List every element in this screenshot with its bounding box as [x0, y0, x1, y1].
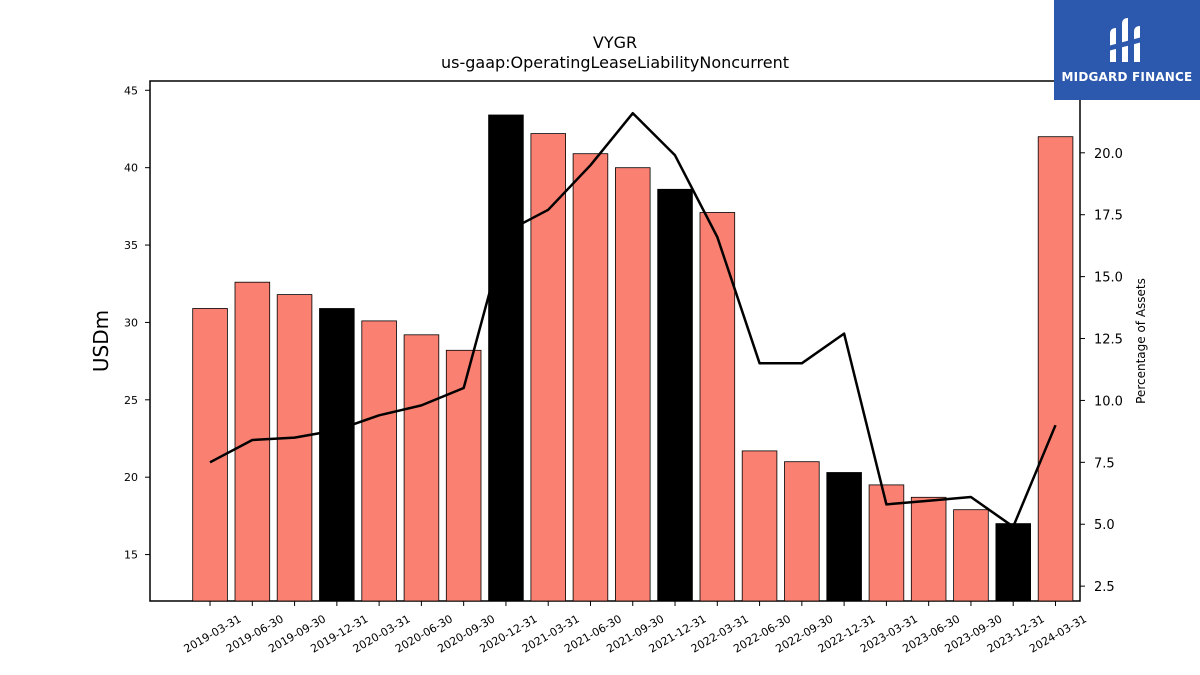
- y-tick-label: 15: [124, 549, 138, 562]
- bar: [1037, 136, 1074, 602]
- bar: [741, 450, 778, 602]
- bar: [361, 320, 397, 602]
- y2-tick-label: 12.5: [1094, 333, 1123, 348]
- y2-tick-label: 5.0: [1094, 518, 1115, 533]
- y-tick-label: 45: [124, 84, 138, 97]
- y2-tick-label: 20.0: [1094, 147, 1123, 162]
- y-tick-label: 40: [124, 162, 138, 175]
- bar: [530, 133, 567, 602]
- y2-tick-label: 15.0: [1094, 271, 1123, 286]
- bar: [488, 114, 524, 602]
- bar: [615, 167, 651, 602]
- y-axis-label: USDm: [89, 310, 113, 372]
- bar: [953, 509, 989, 602]
- bar: [657, 188, 693, 602]
- logo-text: MIDGARD FINANCE: [1061, 70, 1193, 84]
- y2-tick-label: 7.5: [1094, 456, 1115, 471]
- y-tick-label: 25: [124, 394, 138, 407]
- y-tick-label: 35: [124, 239, 138, 252]
- brand-logo: MIDGARD FINANCE: [1054, 0, 1200, 100]
- y-tick-label: 20: [124, 471, 138, 484]
- bar: [276, 294, 313, 602]
- bar: [995, 523, 1032, 602]
- bar: [403, 334, 440, 602]
- y2-tick-label: 17.5: [1094, 209, 1123, 224]
- y2-tick-label: 10.0: [1094, 394, 1123, 409]
- bar: [572, 153, 609, 602]
- bar: [784, 461, 820, 602]
- midgard-logo-icon: [1108, 18, 1146, 62]
- y-tick-label: 30: [124, 316, 138, 329]
- bar: [699, 212, 736, 602]
- chart-title: VYGR: [593, 33, 637, 52]
- bar: [234, 281, 271, 602]
- bar: [910, 496, 947, 602]
- bar: [319, 308, 355, 602]
- y2-tick-label: 2.5: [1094, 580, 1115, 595]
- y2-axis-label: Percentage of Assets: [1134, 278, 1148, 404]
- chart-subtitle: us-gaap:OperatingLeaseLiabilityNoncurren…: [441, 53, 789, 72]
- bar: [826, 472, 862, 602]
- percentage-line: [209, 111, 1057, 528]
